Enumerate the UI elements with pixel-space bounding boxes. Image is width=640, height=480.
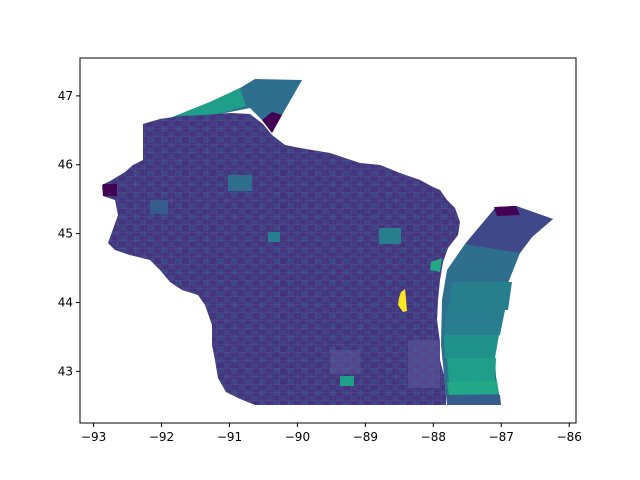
axes-frame (79, 57, 577, 424)
x-tick-label: −93 (81, 430, 106, 444)
lake-band-south (444, 335, 499, 358)
lake-superior-teal (160, 88, 246, 122)
x-tick-label: −92 (149, 430, 174, 444)
x-axis: −93 −92 −91 −90 −89 −88 −87 −86 (81, 423, 582, 444)
y-tick-label: 47 (58, 89, 73, 103)
patch-blue-west (150, 200, 168, 214)
x-tick-label: −88 (421, 430, 446, 444)
patch-green-bay (430, 258, 442, 272)
x-tick-label: −87 (489, 430, 514, 444)
lake-band-mid-2 (444, 310, 505, 335)
patch-teal-north (228, 175, 252, 191)
urban-milwaukee (408, 340, 440, 388)
lake-band-teal (447, 358, 496, 383)
x-tick-label: −90 (285, 430, 310, 444)
state-texture-tracts (102, 113, 460, 405)
x-tick-label: −91 (217, 430, 242, 444)
lake-band-blue (447, 395, 501, 405)
y-tick-label: 46 (58, 158, 73, 172)
urban-madison (330, 350, 360, 374)
y-tick-label: 44 (58, 295, 73, 309)
plot-area (102, 79, 553, 405)
patch-teal-south (340, 376, 354, 386)
patch-dark-northwest (103, 184, 117, 196)
y-tick-label: 43 (58, 364, 73, 378)
lake-band-top-dark (494, 206, 520, 216)
y-tick-label: 45 (58, 227, 73, 241)
x-tick-label: −86 (557, 430, 582, 444)
lake-superior-dark (262, 112, 282, 133)
y-axis: 43 44 45 46 47 (58, 89, 80, 378)
lake-band-mid (448, 282, 512, 310)
lake-band-upper (465, 206, 553, 253)
x-tick-label: −89 (353, 430, 378, 444)
patch-teal-central (268, 232, 280, 242)
patch-teal-east (379, 228, 401, 244)
lake-band-teal-2 (447, 381, 499, 395)
highlight-yellow-county (398, 289, 407, 312)
